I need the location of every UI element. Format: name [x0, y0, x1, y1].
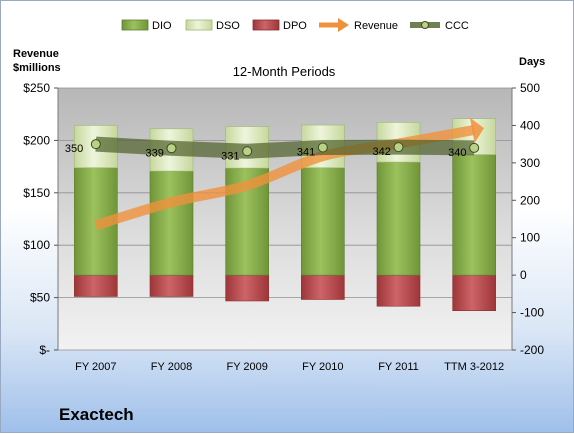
ccc-marker — [317, 142, 328, 153]
bar-dio — [376, 161, 421, 276]
ccc-data-label: 340 — [448, 147, 466, 159]
bar-dio — [149, 170, 194, 276]
legend-label-dpo: DPO — [283, 20, 307, 32]
ccc-data-label: 339 — [146, 147, 164, 159]
left-axis-title: Revenue $millions — [13, 48, 62, 74]
ccc-line — [95, 136, 475, 159]
x-tick-label: FY 2011 — [378, 361, 419, 373]
right-axis-title: Days — [519, 56, 545, 68]
right-tick-label: 500 — [520, 81, 540, 95]
legend-swatch-ccc-marker — [421, 21, 429, 29]
x-tick-label: TTM 3-2012 — [444, 361, 504, 373]
right-tick-label: 200 — [520, 193, 540, 207]
company-name: Exactech — [59, 405, 134, 424]
ccc-marker — [90, 139, 101, 150]
gridlines — [57, 87, 513, 351]
ccc-series: 350 339 331 341 342 340 — [65, 136, 480, 162]
legend-label-dso: DSO — [216, 20, 240, 32]
ccc-data-label: 341 — [297, 147, 315, 159]
right-tick-label: -100 — [520, 306, 544, 320]
bar-dpo — [149, 274, 194, 297]
right-tick-label: 400 — [520, 118, 540, 132]
legend-swatch-dio — [121, 19, 149, 31]
plot-area — [58, 88, 512, 350]
bar-dpo — [376, 274, 421, 307]
bar-dio — [301, 167, 345, 276]
left-tick-label: $100 — [23, 238, 50, 252]
legend-label-dio: DIO — [152, 20, 172, 32]
bar-dpo — [225, 274, 269, 302]
chart-title: 12-Month Periods — [233, 64, 336, 79]
x-tick-label: FY 2010 — [302, 361, 343, 373]
legend-swatch-dso — [185, 19, 213, 31]
legend-swatch-dpo — [252, 19, 280, 31]
revenue-arrowhead — [469, 117, 485, 144]
right-tick-label: 100 — [520, 231, 540, 245]
left-tick-label: $250 — [23, 81, 50, 95]
x-tick-label: FY 2009 — [226, 361, 267, 373]
right-tick-label: 300 — [520, 156, 540, 170]
left-axis: $- $50 $100 $150 $200 $250 — [23, 81, 58, 357]
x-tick-label: FY 2008 — [151, 361, 192, 373]
bar-dio — [452, 154, 496, 276]
bar-dpo — [74, 274, 118, 297]
bar-dpo — [452, 274, 496, 311]
left-tick-label: $- — [39, 343, 50, 357]
left-axis-title-line-1: Revenue — [13, 48, 59, 60]
ccc-marker — [242, 146, 253, 157]
right-tick-label: -200 — [520, 343, 544, 357]
legend-swatch-revenue-head — [338, 18, 349, 32]
left-tick-label: $50 — [30, 291, 50, 305]
ccc-data-label: 342 — [373, 146, 391, 158]
left-tick-label: $150 — [23, 186, 50, 200]
right-tick-label: 0 — [520, 268, 527, 282]
ccc-marker — [393, 142, 404, 153]
x-tick-label: FY 2007 — [75, 361, 116, 373]
ccc-data-label: 331 — [221, 150, 239, 162]
right-axis: -200 -100 0 100 200 300 400 500 — [512, 81, 544, 357]
ccc-data-label: 350 — [65, 143, 83, 155]
bar-dpo — [301, 274, 345, 300]
legend-label-ccc: CCC — [445, 20, 469, 32]
ccc-marker — [469, 142, 480, 153]
left-axis-title-line-2: $millions — [13, 62, 61, 74]
left-tick-label: $200 — [23, 133, 50, 147]
ccc-marker — [166, 143, 177, 154]
x-axis: FY 2007 FY 2008 FY 2009 FY 2010 FY 2011 TTM 3… — [75, 361, 504, 373]
legend: DIO DSO DPO Revenue CCC — [121, 18, 469, 32]
legend-label-revenue: Revenue — [354, 20, 398, 32]
